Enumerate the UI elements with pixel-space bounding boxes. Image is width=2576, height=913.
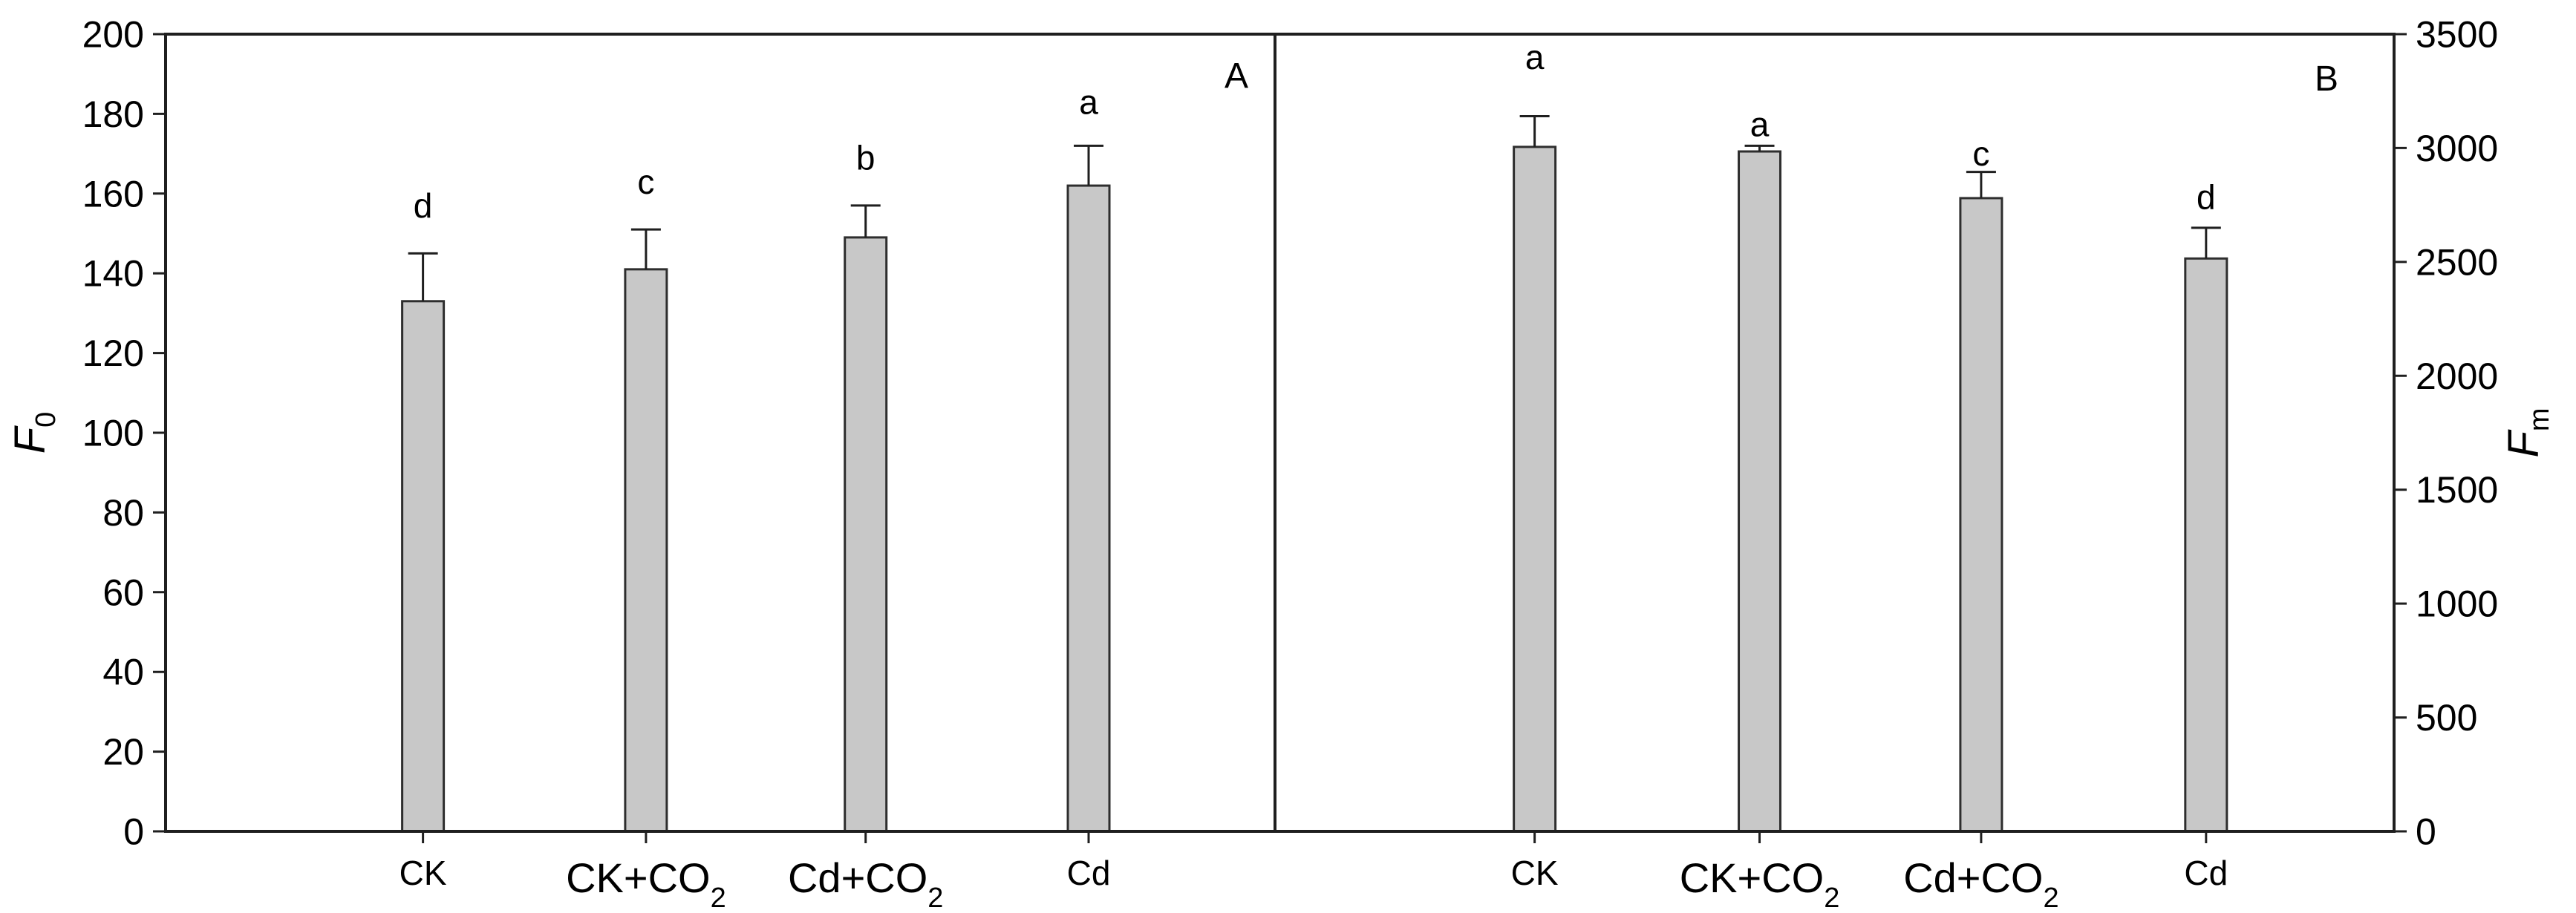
plot-frame [164, 33, 2396, 833]
bar-b-cd [2184, 257, 2228, 833]
panel-letter-b: B [2315, 59, 2338, 99]
y-axis-tick-label-left: 160 [82, 173, 144, 215]
x-axis-label: Cd+CO2 [788, 854, 943, 913]
x-axis-label: CK+CO2 [566, 854, 726, 913]
y-axis-tick-label-left: 80 [102, 492, 144, 534]
y-axis-title-text-left: F0 [6, 412, 62, 454]
y-axis-tick-label-left: 60 [102, 572, 144, 613]
x-axis-label: Cd [2184, 854, 2228, 892]
sig-letter: c [637, 163, 654, 201]
y-axis-tick-label-right: 0 [2416, 811, 2436, 853]
sig-letter: d [414, 186, 433, 225]
y-axis-tick-label-right: 1500 [2416, 469, 2498, 511]
y-axis-tick-label-left: 180 [82, 94, 144, 135]
sig-letter: a [1079, 82, 1098, 121]
y-axis-tick-label-left: 120 [82, 333, 144, 374]
y-axis-tick-label-right: 2000 [2416, 356, 2498, 397]
sig-letter: d [2197, 178, 2216, 217]
bar-a-cd+co2 [844, 236, 888, 833]
y-axis-tick-label-left: 100 [82, 413, 144, 454]
panel-a: 0 20 40 60 80 100 120 140 160 180 200 d CK c CK+CO2 b Cd… [6, 14, 1248, 913]
y-axis-tick-label-left: 200 [82, 14, 144, 56]
y-axis-title-right: Fm [2500, 408, 2555, 457]
sig-letter: b [856, 139, 875, 177]
y-axis-tick-label-right: 3000 [2416, 128, 2498, 169]
bar-b-cd+co2 [1959, 197, 2003, 833]
bar-a-ck+co2 [624, 268, 668, 833]
y-axis-tick-label-right: 2500 [2416, 241, 2498, 283]
bar-a-ck [401, 300, 446, 833]
x-axis-label: CK [400, 854, 447, 892]
bar-b-ck+co2 [1738, 150, 1782, 833]
y-axis-tick-label-right: 3500 [2416, 14, 2498, 56]
y-axis-tick-label-left: 40 [102, 652, 144, 693]
y-axis-title-text-right: Fm [2500, 408, 2555, 457]
y-axis-tick-label-left: 20 [102, 731, 144, 773]
y-axis-tick-label-left: 0 [123, 811, 144, 853]
y-axis-title-left: F0 [6, 412, 62, 454]
y-axis-tick-label-right: 500 [2416, 697, 2477, 739]
x-axis-label: CK+CO2 [1680, 854, 1840, 913]
y-axis-tick-label-left: 140 [82, 253, 144, 295]
sig-letter: a [1525, 38, 1545, 76]
x-axis-label: Cd [1067, 854, 1111, 892]
bar-a-cd [1066, 184, 1111, 833]
sig-letter: a [1750, 105, 1770, 143]
y-axis-tick-label-right: 1000 [2416, 583, 2498, 625]
x-axis-label: Cd+CO2 [1903, 854, 2058, 913]
panel-letter-a: A [1225, 56, 1248, 96]
sig-letter: c [1972, 134, 1989, 173]
panel-b: 0 500 1000 1500 2000 2500 3000 3500 a CK a CK+CO2 c C… [1511, 14, 2555, 913]
bar-b-ck [1513, 145, 1557, 833]
x-axis-label: CK [1511, 854, 1559, 892]
